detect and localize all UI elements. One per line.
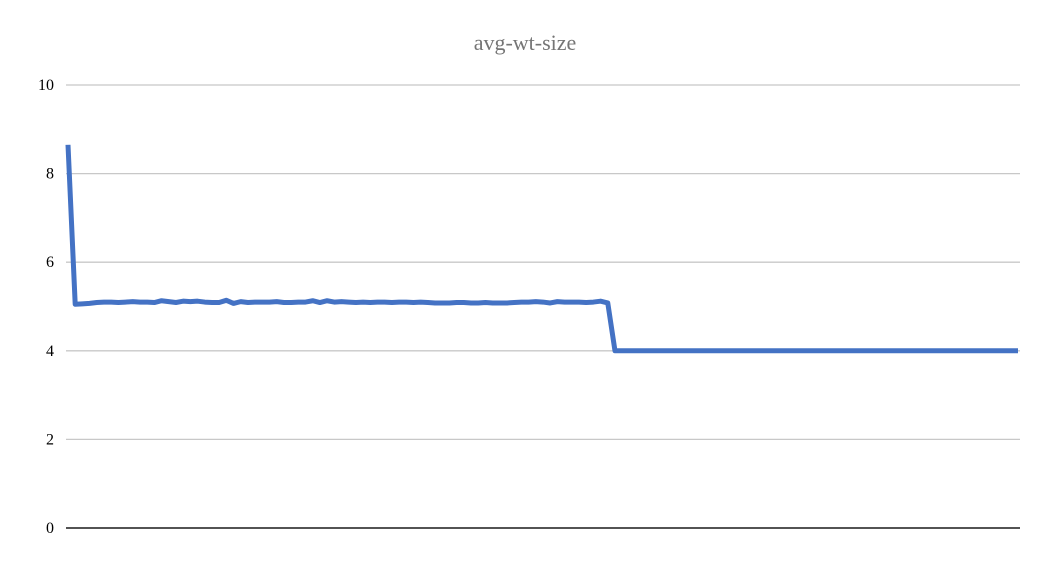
series-layer	[65, 144, 1018, 354]
chart-title: avg-wt-size	[474, 30, 577, 55]
y-tick-label-0: 0	[46, 520, 54, 537]
y-tick-label-2: 2	[46, 431, 54, 448]
y-tick-label-6: 6	[46, 254, 54, 271]
y-tick-label-4: 4	[46, 343, 54, 360]
y-tick-label-10: 10	[38, 77, 54, 94]
y-axis-ticks: 0 2 4 6 8 10	[38, 77, 54, 537]
series-line-avg-wt-size	[65, 144, 1018, 354]
grid-layer	[66, 84, 1020, 529]
y-tick-label-8: 8	[46, 166, 54, 183]
